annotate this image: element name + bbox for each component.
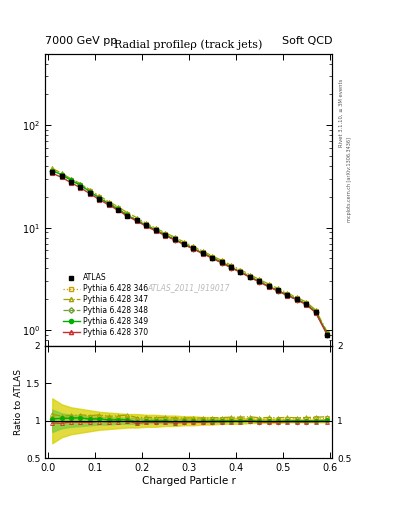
X-axis label: Charged Particle r: Charged Particle r (142, 476, 235, 486)
Text: ATLAS_2011_I919017: ATLAS_2011_I919017 (147, 283, 230, 292)
Text: mcplots.cern.ch [arXiv:1306.3436]: mcplots.cern.ch [arXiv:1306.3436] (347, 137, 352, 222)
Legend: ATLAS, Pythia 6.428 346, Pythia 6.428 347, Pythia 6.428 348, Pythia 6.428 349, P: ATLAS, Pythia 6.428 346, Pythia 6.428 34… (61, 271, 150, 339)
Text: Rivet 3.1.10, ≥ 3M events: Rivet 3.1.10, ≥ 3M events (339, 78, 344, 147)
Text: 7000 GeV pp: 7000 GeV pp (45, 36, 118, 46)
Text: Soft QCD: Soft QCD (282, 36, 332, 46)
Y-axis label: Ratio to ATLAS: Ratio to ATLAS (14, 369, 23, 435)
Title: Radial profileρ (track jets): Radial profileρ (track jets) (114, 39, 263, 50)
